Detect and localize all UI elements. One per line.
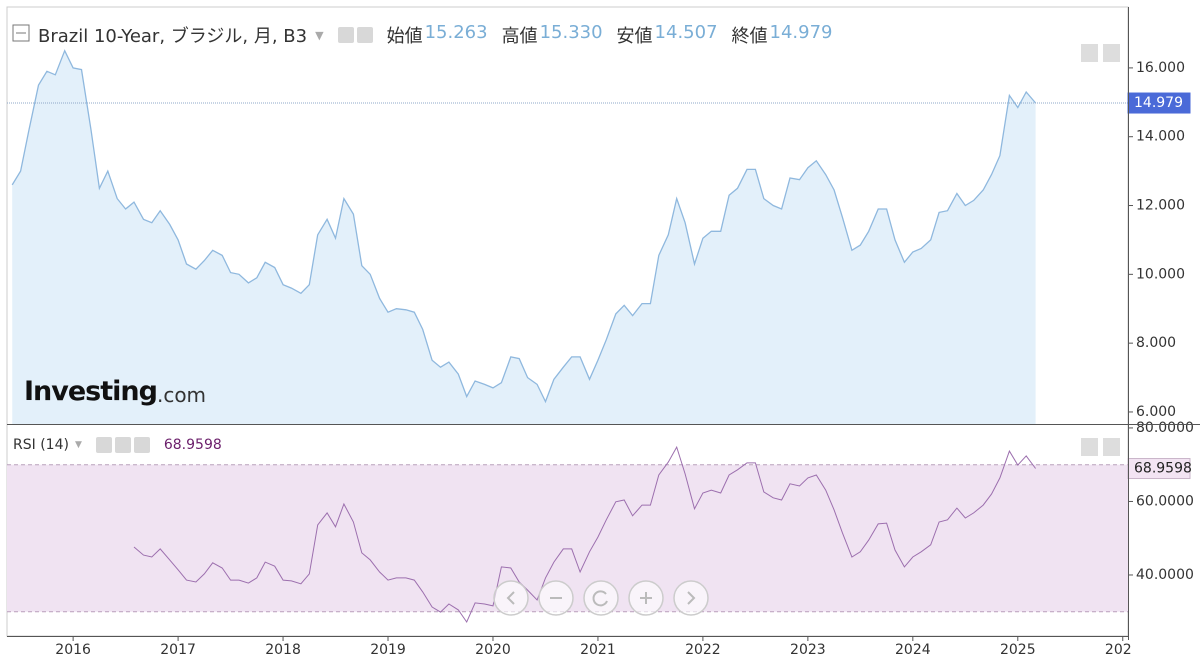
move-up-button[interactable] <box>1081 438 1098 456</box>
indicator-title: RSI (14) <box>13 437 69 453</box>
move-down-button[interactable] <box>1081 44 1098 62</box>
x-tick-label: 2019 <box>370 642 406 658</box>
x-tick-label: 2025 <box>1000 642 1036 658</box>
zoom-in-icon <box>640 592 652 604</box>
y-tick-label: 10.000 <box>1136 266 1185 282</box>
x-tick-label: 2016 <box>55 642 91 658</box>
reset-icon <box>592 590 608 607</box>
ohlc-label: 高値 <box>501 26 538 47</box>
x-tick-label: 2018 <box>265 642 301 658</box>
y-tick-label: 80.0000 <box>1136 420 1194 436</box>
reset-button[interactable] <box>583 580 619 616</box>
watermark-suffix: .com <box>156 382 207 407</box>
remove-button[interactable] <box>133 437 150 453</box>
y-tick-label: 40.0000 <box>1136 567 1194 583</box>
rsi-legend: RSI (14) ▼ 68.9598 <box>13 437 222 453</box>
last-value-label: 14.979 <box>1134 95 1183 111</box>
visibility-button[interactable] <box>95 437 112 453</box>
y-tick-label: 16.000 <box>1136 60 1185 76</box>
y-tick-label: 14.000 <box>1136 129 1185 145</box>
dropdown-arrow[interactable]: ▼ <box>315 28 324 42</box>
maximize-button[interactable] <box>1103 438 1120 456</box>
ohlc-value: 14.507 <box>654 22 718 43</box>
area-fill <box>12 50 1036 424</box>
settings-button[interactable] <box>356 27 373 43</box>
series-title: Brazil 10-Year, ブラジル, 月, B3 <box>38 26 308 47</box>
ohlc-label: 終値 <box>731 26 768 47</box>
rsi-line <box>133 445 1037 624</box>
y-tick-label: 60.0000 <box>1136 493 1194 509</box>
y-tick-label: 6.000 <box>1136 404 1176 420</box>
ohlc-value: 14.979 <box>769 22 833 43</box>
ohlc-values: 始値 15.263 高値 15.330 安値 14.507 終値 14.979 <box>387 22 847 48</box>
y-tick-label: 12.000 <box>1136 198 1185 214</box>
x-axis-ticks: 2016 2017 2018 2019 2020 2021 2022 2023 2024 2025… <box>55 636 1141 658</box>
x-tick-label: 2017 <box>160 642 196 658</box>
x-tick-label: 2026 <box>1105 642 1141 658</box>
watermark-brand: Investing <box>24 376 158 407</box>
watermark: Investing .com <box>24 376 206 407</box>
settings-button[interactable] <box>114 437 131 453</box>
price-legend: Brazil 10-Year, ブラジル, 月, B3 ▼ 始値 15.263 高値… <box>38 22 847 48</box>
scroll-right-icon <box>687 591 696 605</box>
y-tick-label: 8.000 <box>1136 335 1176 351</box>
ohlc-value: 15.330 <box>539 22 603 43</box>
ohlc-label: 安値 <box>616 26 653 47</box>
dropdown-arrow[interactable]: ▼ <box>74 440 82 450</box>
x-tick-label: 2020 <box>475 642 511 658</box>
scroll-left-icon <box>506 591 515 605</box>
x-tick-label: 2024 <box>895 642 931 658</box>
indicator-value: 68.9598 <box>163 437 222 453</box>
scroll-right-button[interactable] <box>673 580 709 616</box>
x-tick-label: 2021 <box>580 642 616 658</box>
price-line <box>11 49 1037 404</box>
maximize-button[interactable] <box>1103 44 1120 62</box>
visibility-button[interactable] <box>337 27 354 43</box>
scroll-left-button[interactable] <box>493 580 529 616</box>
ohlc-value: 15.263 <box>424 22 488 43</box>
ohlc-label: 始値 <box>386 26 423 47</box>
x-tick-label: 2022 <box>685 642 721 658</box>
last-value-label: 68.9598 <box>1134 461 1192 477</box>
x-tick-label: 2023 <box>790 642 826 658</box>
